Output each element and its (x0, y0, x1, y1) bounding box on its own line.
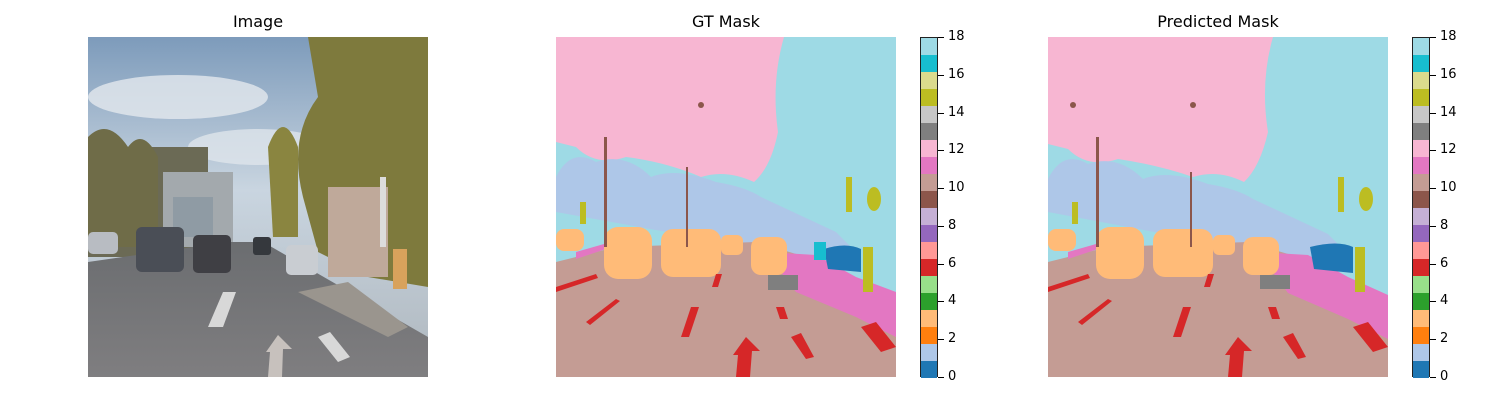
colorbar-segment (921, 140, 937, 157)
colorbar-tick-label: 12 (948, 142, 965, 157)
colorbar-tick (938, 377, 944, 378)
colorbar-segment (1413, 106, 1429, 123)
colorbar-segment (1413, 89, 1429, 106)
colorbar-segment (1413, 344, 1429, 361)
image-panel-title: Image (232, 12, 284, 31)
colorbar-segment (1413, 242, 1429, 259)
colorbar-segment (921, 259, 937, 276)
colorbar-segment (1413, 327, 1429, 344)
colorbar-tick (938, 75, 944, 76)
colorbar-tick (938, 226, 944, 227)
predicted-mask-panel-title: Predicted Mask (1157, 12, 1279, 31)
colorbar-segment (1413, 72, 1429, 89)
colorbar-segment (1413, 293, 1429, 310)
colorbar-segment (921, 276, 937, 293)
colorbar-tick-label: 4 (1440, 293, 1449, 308)
colorbar-tick (938, 150, 944, 151)
colorbar-segment (921, 38, 937, 55)
colorbar-segment (1413, 174, 1429, 191)
colorbar-tick-label: 18 (1440, 29, 1457, 44)
colorbar-tick (938, 339, 944, 340)
colorbar-tick-label: 16 (1440, 67, 1457, 82)
colorbar-tick (938, 188, 944, 189)
colorbar-tick-label: 2 (948, 331, 957, 346)
colorbar-tick-label: 14 (1440, 105, 1457, 120)
colorbar-segment (1413, 123, 1429, 140)
colorbar-segment (1413, 361, 1429, 378)
gt-mask (556, 37, 896, 377)
gt-colorbar (920, 37, 938, 378)
colorbar-segment (921, 123, 937, 140)
colorbar-segment (1413, 208, 1429, 225)
colorbar-tick (938, 264, 944, 265)
colorbar-segment (921, 106, 937, 123)
colorbar-segment (921, 208, 937, 225)
colorbar-segment (1413, 157, 1429, 174)
colorbar-tick-label: 10 (1440, 180, 1457, 195)
predicted-colorbar (1412, 37, 1430, 378)
colorbar-tick-label: 2 (1440, 331, 1449, 346)
colorbar-segment (921, 89, 937, 106)
colorbar-tick-label: 8 (1440, 218, 1449, 233)
colorbar-tick-label: 0 (1440, 369, 1449, 384)
colorbar-tick (1430, 188, 1436, 189)
colorbar-segment (1413, 276, 1429, 293)
colorbar-segment (921, 361, 937, 378)
colorbar-tick (1430, 75, 1436, 76)
colorbar-segment (1413, 191, 1429, 208)
colorbar-tick (1430, 150, 1436, 151)
colorbar-tick (1430, 37, 1436, 38)
colorbar-segment (1413, 55, 1429, 72)
colorbar-tick (938, 301, 944, 302)
colorbar-segment (921, 55, 937, 72)
colorbar-tick-label: 4 (948, 293, 957, 308)
colorbar-segment (1413, 38, 1429, 55)
colorbar-segment (921, 242, 937, 259)
colorbar-tick (1430, 264, 1436, 265)
colorbar-tick-label: 6 (1440, 256, 1449, 271)
colorbar-tick (1430, 339, 1436, 340)
colorbar-tick-label: 8 (948, 218, 957, 233)
street-photo (88, 37, 428, 377)
colorbar-tick-label: 10 (948, 180, 965, 195)
colorbar-segment (921, 174, 937, 191)
colorbar-tick-label: 6 (948, 256, 957, 271)
colorbar-tick (1430, 113, 1436, 114)
colorbar-tick-label: 16 (948, 67, 965, 82)
colorbar-tick-label: 0 (948, 369, 957, 384)
predicted-mask (1048, 37, 1388, 377)
colorbar-segment (921, 344, 937, 361)
colorbar-tick (1430, 301, 1436, 302)
colorbar-tick-label: 12 (1440, 142, 1457, 157)
colorbar-tick-label: 14 (948, 105, 965, 120)
colorbar-segment (1413, 259, 1429, 276)
colorbar-segment (921, 310, 937, 327)
colorbar-segment (1413, 310, 1429, 327)
colorbar-tick-label: 18 (948, 29, 965, 44)
colorbar-tick (938, 37, 944, 38)
colorbar-segment (921, 72, 937, 89)
colorbar-segment (1413, 140, 1429, 157)
colorbar-segment (921, 157, 937, 174)
colorbar-tick (1430, 226, 1436, 227)
colorbar-tick (938, 113, 944, 114)
colorbar-segment (921, 327, 937, 344)
colorbar-segment (1413, 225, 1429, 242)
colorbar-segment (921, 293, 937, 310)
colorbar-segment (921, 225, 937, 242)
colorbar-tick (1430, 377, 1436, 378)
colorbar-segment (921, 191, 937, 208)
gt-mask-panel-title: GT Mask (692, 12, 760, 31)
